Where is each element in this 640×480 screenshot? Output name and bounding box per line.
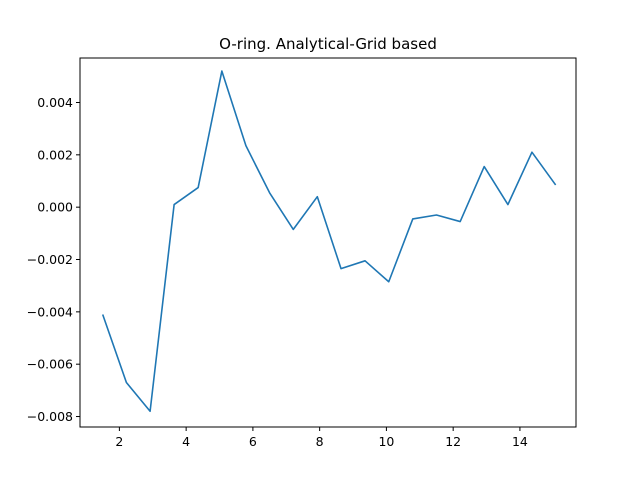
y-tick-label: −0.008 xyxy=(27,409,73,424)
chart-title: O-ring. Analytical-Grid based xyxy=(219,35,437,53)
x-tick-label: 6 xyxy=(249,434,257,449)
y-tick-label: 0.000 xyxy=(37,200,73,215)
y-tick-label: −0.004 xyxy=(27,304,73,319)
x-tick-label: 2 xyxy=(115,434,123,449)
x-tick-label: 4 xyxy=(182,434,190,449)
y-tick-label: 0.002 xyxy=(37,147,73,162)
series-layer xyxy=(101,70,557,413)
x-tick-label: 10 xyxy=(378,434,394,449)
series-line xyxy=(101,70,557,413)
axes-frame xyxy=(79,57,577,428)
y-tick-label: −0.002 xyxy=(27,252,73,267)
x-axis: 2 4 6 8 10 12 14 xyxy=(115,427,528,449)
x-tick-label: 14 xyxy=(512,434,528,449)
x-tick-label: 8 xyxy=(316,434,324,449)
y-axis: −0.008 −0.006 −0.004 −0.002 0.000 0.002 0.004 xyxy=(27,95,80,424)
y-tick-label: 0.004 xyxy=(37,95,73,110)
y-tick-label: −0.006 xyxy=(27,357,73,372)
x-tick-label: 12 xyxy=(445,434,461,449)
